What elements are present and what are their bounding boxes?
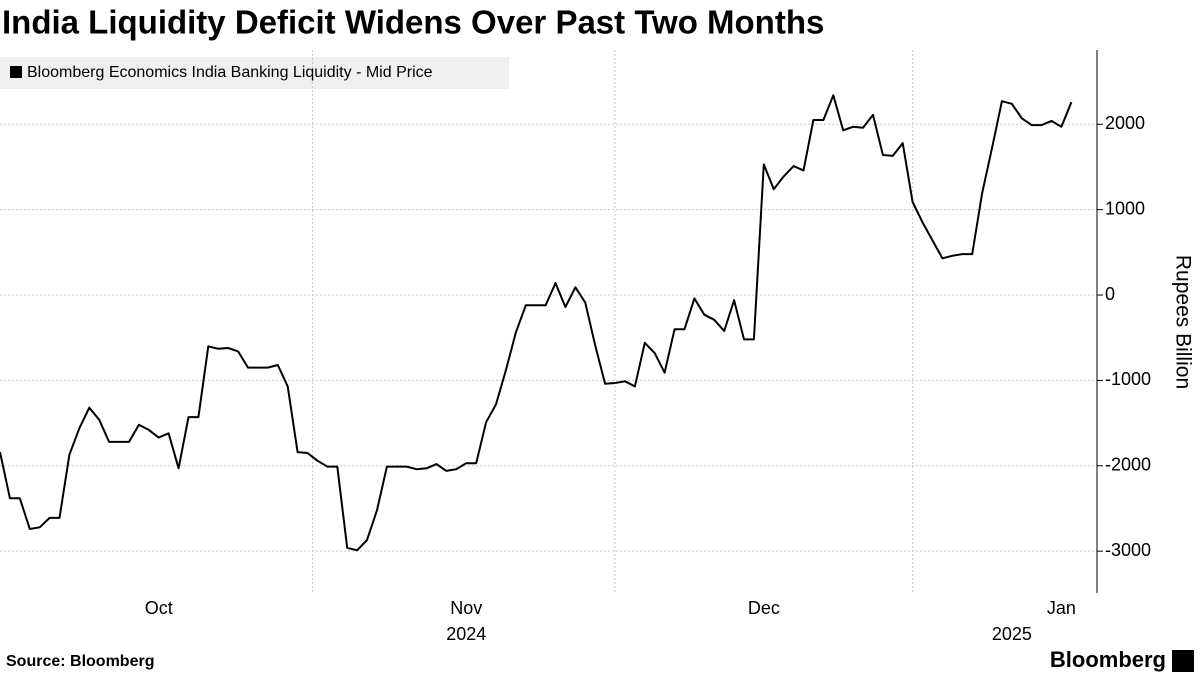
legend-swatch (10, 66, 22, 78)
source: Source: Bloomberg (6, 653, 154, 670)
y-tick-label: 0 (1105, 284, 1115, 304)
y-tick-label: 2000 (1105, 113, 1145, 133)
x-year-label: 2025 (992, 624, 1032, 644)
x-year-label: 2024 (446, 624, 486, 644)
y-tick-label: -2000 (1105, 455, 1151, 475)
y-axis-label: Rupees Billion (1171, 255, 1194, 389)
y-tick-label: -1000 (1105, 369, 1151, 389)
legend-label: Bloomberg Economics India Banking Liquid… (27, 64, 433, 81)
brand: Bloomberg (1050, 647, 1166, 672)
brand-icon (1172, 650, 1194, 672)
legend-box (0, 57, 509, 89)
chart-title: India Liquidity Deficit Widens Over Past… (2, 4, 824, 41)
y-tick-label: -3000 (1105, 540, 1151, 560)
line-series (0, 94, 1073, 552)
x-tick-label: Nov (450, 598, 482, 618)
x-tick-label: Dec (748, 598, 780, 618)
x-tick-label: Oct (145, 598, 173, 618)
y-tick-label: 1000 (1105, 198, 1145, 218)
x-tick-label: Jan (1047, 598, 1076, 618)
